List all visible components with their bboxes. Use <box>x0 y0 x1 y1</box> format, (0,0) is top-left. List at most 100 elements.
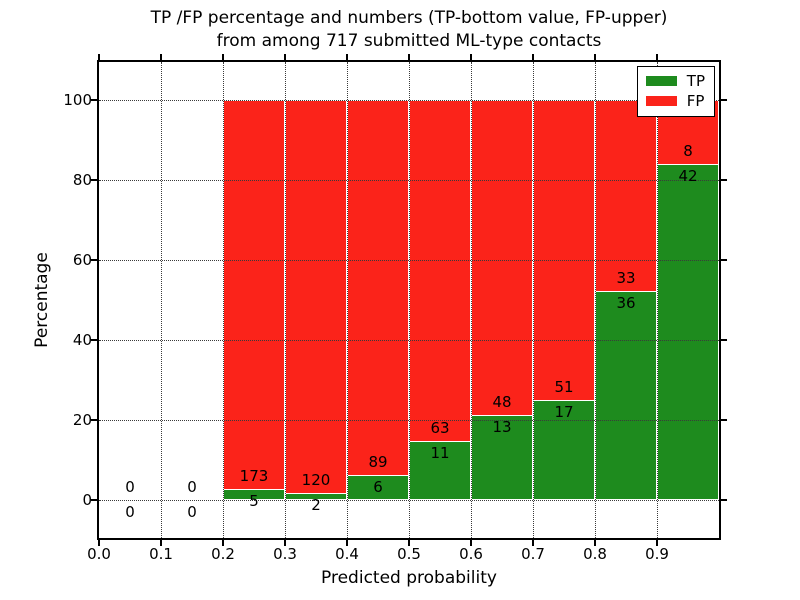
fp-bar-segment <box>533 100 595 400</box>
legend-row: FP <box>645 91 705 111</box>
x-gridline <box>285 62 286 538</box>
x-gridline <box>657 62 658 538</box>
fp-count-label: 8 <box>683 142 693 160</box>
tp-count-label: 36 <box>616 294 636 313</box>
x-tick-top <box>532 54 534 60</box>
x-tick-bottom <box>532 540 534 546</box>
tp-legend-swatch <box>645 76 677 86</box>
x-tick-label: 0.1 <box>149 545 173 563</box>
x-tick-top <box>284 54 286 60</box>
x-gridline <box>347 62 348 538</box>
fp-bar-segment <box>409 100 471 441</box>
x-gridline <box>471 62 472 538</box>
y-tick-label: 100 <box>63 91 92 109</box>
fp-count-label: 0 <box>125 478 135 496</box>
fp-count-label: 63 <box>430 418 450 437</box>
tp-bar-segment <box>533 400 595 500</box>
x-tick-top <box>98 54 100 60</box>
x-tick-bottom <box>470 540 472 546</box>
y-tick-label: 0 <box>82 491 92 509</box>
x-tick-bottom <box>656 540 658 546</box>
y-tick-right <box>721 99 727 101</box>
tp-count-label: 42 <box>678 167 698 185</box>
fp-count-label: 120 <box>301 471 331 490</box>
y-tick-left <box>91 419 97 421</box>
tp-bar-segment <box>347 474 409 500</box>
x-tick-label: 0.9 <box>645 545 669 563</box>
fp-count-label: 33 <box>616 269 636 288</box>
tp-count-label: 0 <box>125 503 135 521</box>
fp-count-label: 51 <box>554 378 574 396</box>
x-tick-label: 0.6 <box>459 545 483 563</box>
y-tick-label: 20 <box>72 411 92 429</box>
tp-count-label: 0 <box>187 503 197 521</box>
y-tick-label: 40 <box>72 331 92 349</box>
x-axis-label: Predicted probability <box>321 568 497 588</box>
y-tick-right <box>721 499 727 501</box>
tp-count-label: 11 <box>430 443 450 462</box>
x-tick-label: 0.3 <box>273 545 297 563</box>
tp-legend-label: TP <box>686 72 705 90</box>
fp-count-label: 173 <box>239 466 269 485</box>
x-tick-bottom <box>594 540 596 546</box>
legend-row: TP <box>645 71 705 91</box>
x-tick-label: 0.2 <box>211 545 235 563</box>
tp-count-label: 2 <box>311 496 321 515</box>
fp-count-label: 0 <box>187 478 197 496</box>
fp-count-label: 89 <box>368 452 388 471</box>
y-tick-right <box>721 179 727 181</box>
x-tick-label: 0.8 <box>583 545 607 563</box>
y-tick-left <box>91 259 97 261</box>
x-tick-bottom <box>346 540 348 546</box>
x-tick-top <box>408 54 410 60</box>
x-tick-top <box>222 54 224 60</box>
x-tick-top <box>656 54 658 60</box>
tp-count-label: 13 <box>492 417 512 436</box>
legend: TP FP <box>636 66 715 117</box>
chart-title-line-1: TP /FP percentage and numbers (TP-bottom… <box>150 8 668 28</box>
x-gridline <box>533 62 534 538</box>
x-tick-top <box>594 54 596 60</box>
fp-bar-segment <box>347 100 409 475</box>
x-tick-top <box>160 54 162 60</box>
tp-bar-segment <box>409 440 471 500</box>
tp-count-label: 6 <box>373 477 383 496</box>
x-tick-top <box>346 54 348 60</box>
x-tick-bottom <box>222 540 224 546</box>
fp-legend-swatch <box>645 96 677 106</box>
y-tick-right <box>721 259 727 261</box>
y-tick-left <box>91 339 97 341</box>
tp-count-label: 17 <box>554 403 574 421</box>
y-tick-left <box>91 499 97 501</box>
fp-bar-segment <box>285 100 347 494</box>
x-gridline <box>595 62 596 538</box>
tp-bar-segment <box>595 291 657 500</box>
fp-legend-label: FP <box>686 92 705 110</box>
tp-bar-segment <box>657 164 719 500</box>
y-tick-left <box>91 179 97 181</box>
x-tick-label: 0.4 <box>335 545 359 563</box>
plot-area: TP FP 0 0 0 0 173 5 120 2 89 6 63 11 48 13 51 17 33 36 8 42 <box>97 60 721 540</box>
x-tick-label: 0.0 <box>87 545 111 563</box>
tp-bar-segment <box>471 414 533 500</box>
y-axis-label: Percentage <box>32 252 52 348</box>
y-tick-right <box>721 339 727 341</box>
y-tick-left <box>91 99 97 101</box>
y-tick-label: 80 <box>72 171 92 189</box>
chart-title-line-2: from among 717 submitted ML-type contact… <box>216 31 602 51</box>
tp-count-label: 5 <box>249 491 259 510</box>
x-gridline <box>223 62 224 538</box>
fp-count-label: 48 <box>492 392 512 411</box>
x-tick-bottom <box>284 540 286 546</box>
y-tick-right <box>721 419 727 421</box>
x-tick-bottom <box>160 540 162 546</box>
x-tick-top <box>470 54 472 60</box>
y-tick-label: 60 <box>72 251 92 269</box>
chart-title: TP /FP percentage and numbers (TP-bottom… <box>97 7 721 53</box>
x-tick-bottom <box>408 540 410 546</box>
x-gridline <box>409 62 410 538</box>
x-gridline <box>161 62 162 538</box>
fp-bar-segment <box>471 100 533 415</box>
fp-bar-segment <box>595 100 657 292</box>
